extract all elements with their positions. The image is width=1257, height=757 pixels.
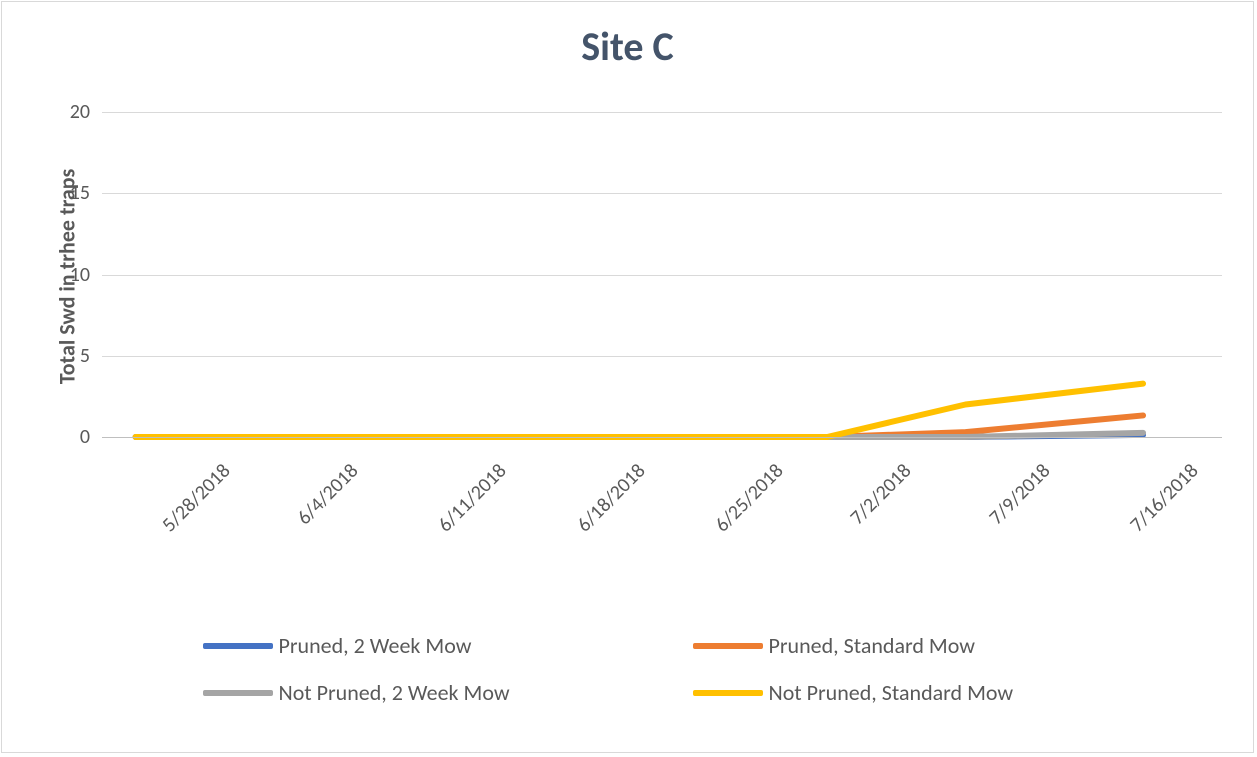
- x-tick-label: 7/16/2018: [1125, 459, 1203, 537]
- x-tick-label: 7/2/2018: [846, 459, 917, 530]
- legend-swatch: [203, 690, 273, 696]
- legend-label: Pruned, Standard Mow: [769, 632, 975, 659]
- legend-label: Pruned, 2 Week Mow: [279, 632, 472, 659]
- x-tick-label: 6/18/2018: [572, 459, 650, 537]
- y-tick-label: 15: [70, 181, 90, 205]
- x-tick-label: 6/25/2018: [710, 459, 788, 537]
- y-tick-label: 10: [70, 263, 90, 287]
- y-tick-label: 0: [80, 425, 90, 449]
- legend-swatch: [693, 643, 763, 649]
- legend: Pruned, 2 Week Mow Pruned, Standard Mow No…: [2, 632, 1253, 726]
- legend-label: Not Pruned, 2 Week Mow: [279, 679, 510, 706]
- x-axis-line: [102, 437, 1222, 438]
- legend-item: Not Pruned, 2 Week Mow: [203, 679, 563, 706]
- legend-swatch: [203, 643, 273, 649]
- legend-item: Pruned, 2 Week Mow: [203, 632, 563, 659]
- y-tick-label: 20: [70, 100, 90, 124]
- y-tick-label: 5: [80, 344, 90, 368]
- x-tick-label: 5/28/2018: [157, 459, 235, 537]
- x-tick-label: 7/9/2018: [984, 459, 1055, 530]
- chart-container: Site C Total Swd in trhee traps 05101520…: [1, 1, 1254, 753]
- plot-area: 051015205/28/20186/4/20186/11/20186/18/2…: [102, 112, 1222, 437]
- gridline: [102, 193, 1222, 194]
- gridline: [102, 356, 1222, 357]
- legend-swatch: [693, 690, 763, 696]
- legend-label: Not Pruned, Standard Mow: [769, 679, 1014, 706]
- legend-row: Not Pruned, 2 Week Mow Not Pruned, Standa…: [2, 679, 1253, 706]
- gridline: [102, 112, 1222, 113]
- legend-item: Pruned, Standard Mow: [693, 632, 1053, 659]
- x-tick-label: 6/4/2018: [292, 459, 363, 530]
- legend-item: Not Pruned, Standard Mow: [693, 679, 1053, 706]
- chart-title: Site C: [2, 22, 1253, 71]
- legend-row: Pruned, 2 Week Mow Pruned, Standard Mow: [2, 632, 1253, 659]
- gridline: [102, 275, 1222, 276]
- x-tick-label: 6/11/2018: [434, 459, 512, 537]
